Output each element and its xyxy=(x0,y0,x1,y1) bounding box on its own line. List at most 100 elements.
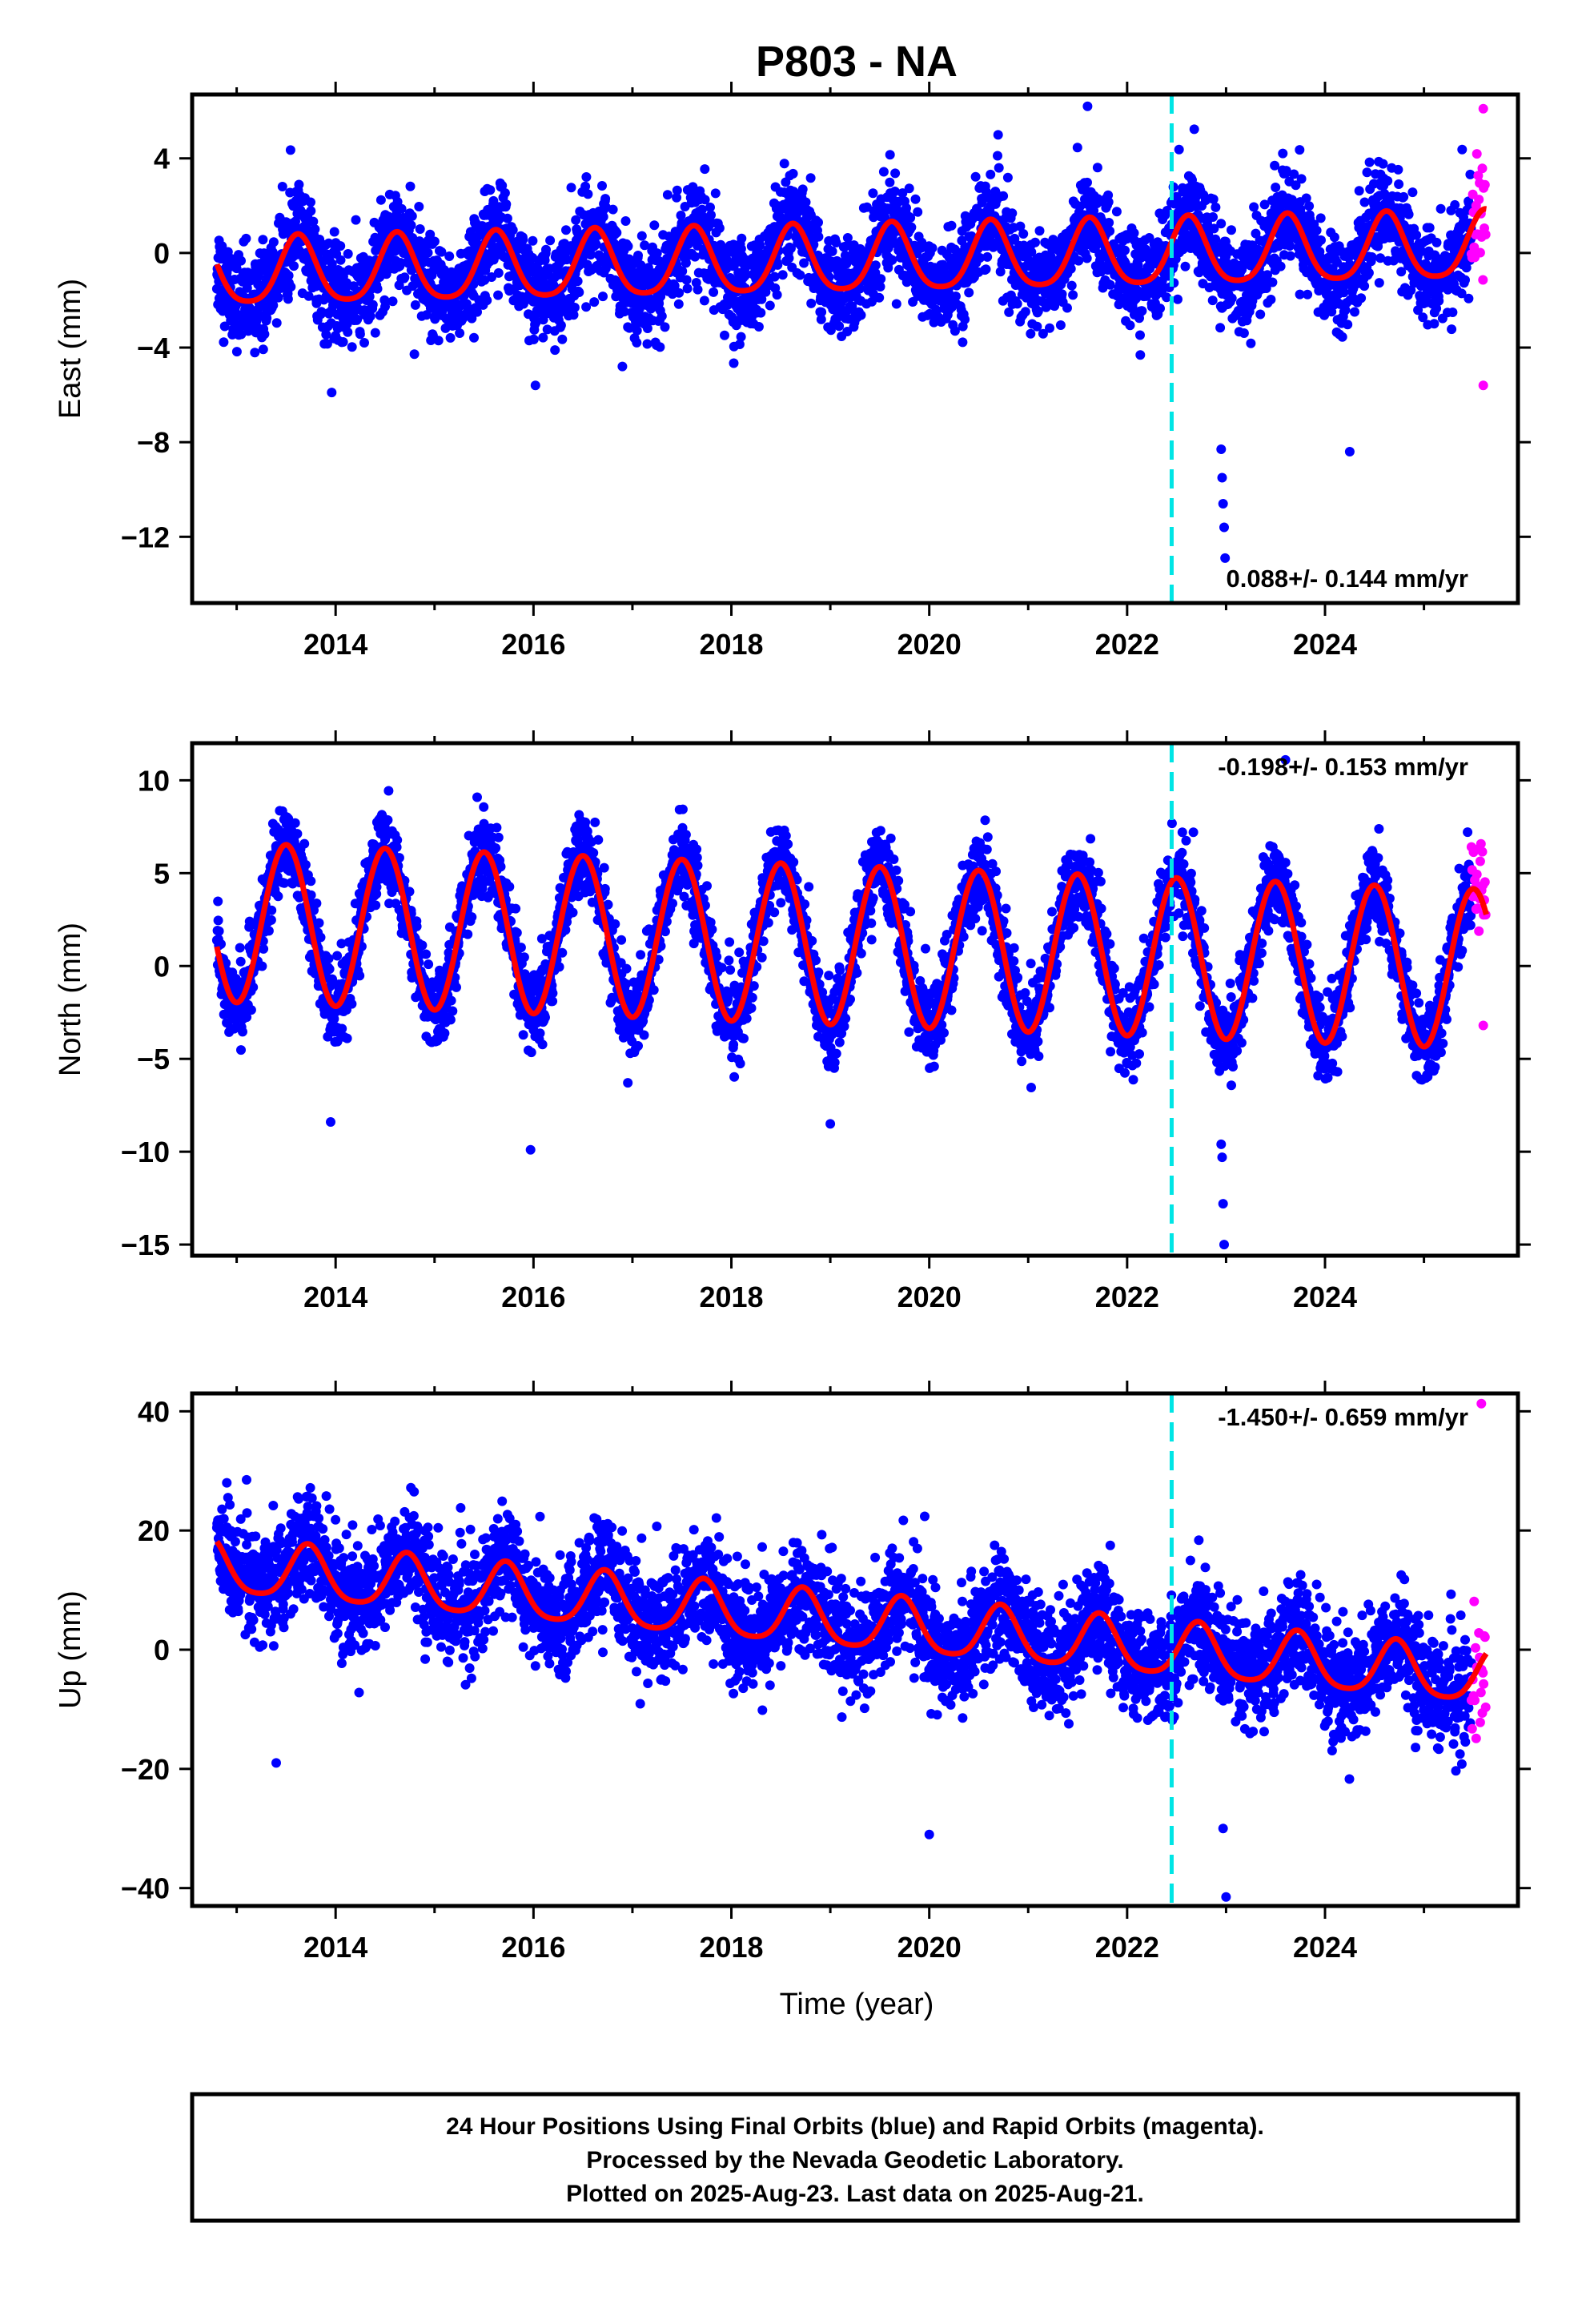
data-point xyxy=(813,217,823,227)
data-point xyxy=(572,276,583,287)
data-point xyxy=(342,281,352,292)
data-point xyxy=(338,337,348,347)
data-point xyxy=(569,303,580,312)
data-point xyxy=(433,336,444,346)
plot-area xyxy=(211,743,1491,1256)
data-point xyxy=(1135,330,1145,340)
data-point xyxy=(396,258,406,268)
outlier-point xyxy=(530,380,540,391)
data-point xyxy=(335,241,346,251)
y-tick-label: 4 xyxy=(154,143,170,175)
data-point xyxy=(1411,230,1422,240)
data-point xyxy=(273,891,283,902)
data-point xyxy=(407,211,417,221)
data-point xyxy=(482,296,492,306)
plot-area xyxy=(211,94,1491,603)
data-point xyxy=(571,215,581,225)
data-point xyxy=(1038,328,1048,339)
data-point xyxy=(566,183,576,193)
data-point xyxy=(772,290,782,300)
data-point xyxy=(1311,225,1322,235)
data-point xyxy=(784,253,794,263)
data-point xyxy=(714,223,725,233)
data-point xyxy=(688,182,698,192)
data-point xyxy=(1026,247,1037,257)
data-point xyxy=(556,320,566,331)
data-point xyxy=(777,270,788,280)
data-point xyxy=(870,260,881,271)
data-point xyxy=(1068,290,1078,300)
data-point xyxy=(332,951,343,961)
data-point xyxy=(1339,287,1349,298)
data-point xyxy=(1105,279,1115,290)
data-point xyxy=(1350,307,1359,317)
data-point xyxy=(598,292,608,302)
data-point xyxy=(681,275,692,285)
data-point xyxy=(1267,277,1278,287)
data-point xyxy=(583,189,593,199)
data-point xyxy=(649,220,660,231)
data-point xyxy=(982,251,993,262)
data-point xyxy=(1032,321,1042,332)
data-point xyxy=(797,184,808,195)
data-point xyxy=(913,207,923,217)
data-point xyxy=(1004,307,1014,317)
data-point xyxy=(415,224,425,234)
data-point xyxy=(643,263,653,273)
data-point xyxy=(1062,303,1072,313)
data-point xyxy=(1303,289,1313,300)
data-point xyxy=(636,231,647,241)
data-point xyxy=(662,190,673,200)
data-point xyxy=(831,238,841,247)
data-point xyxy=(669,280,680,291)
data-point xyxy=(283,271,294,281)
data-point xyxy=(246,1005,256,1015)
data-point xyxy=(753,322,764,332)
data-point xyxy=(697,204,707,215)
rapid-point xyxy=(1480,229,1491,239)
data-point xyxy=(219,337,229,348)
data-point xyxy=(1424,223,1435,233)
data-point xyxy=(1105,226,1115,236)
data-point xyxy=(329,227,339,237)
data-point xyxy=(231,347,242,357)
data-point xyxy=(1227,225,1236,235)
data-point xyxy=(927,243,938,253)
data-point xyxy=(1278,148,1288,159)
data-point xyxy=(292,829,303,839)
data-point xyxy=(347,999,357,1009)
data-point xyxy=(673,299,684,309)
data-point xyxy=(825,325,836,336)
x-tick-label: 2020 xyxy=(897,628,962,661)
data-point xyxy=(1066,263,1076,274)
data-point xyxy=(885,177,895,187)
data-point xyxy=(1337,332,1347,342)
data-point xyxy=(681,258,691,268)
data-point xyxy=(1055,320,1066,330)
data-point xyxy=(290,818,300,828)
data-point xyxy=(359,338,369,348)
rapid-outlier-point xyxy=(1478,380,1488,391)
data-point xyxy=(387,296,398,307)
data-point xyxy=(375,195,386,205)
data-point xyxy=(1072,143,1082,153)
data-point xyxy=(1363,267,1374,278)
data-point xyxy=(303,291,314,301)
data-point xyxy=(306,206,316,216)
data-point xyxy=(259,943,269,954)
data-point xyxy=(347,342,357,352)
data-point xyxy=(950,292,961,301)
data-point xyxy=(235,943,245,953)
data-point xyxy=(1173,294,1182,304)
outlier-point xyxy=(1220,553,1231,563)
data-point xyxy=(1356,293,1367,304)
data-point xyxy=(737,233,747,243)
data-point xyxy=(1104,218,1114,227)
data-point xyxy=(591,239,601,250)
data-point xyxy=(337,1023,347,1034)
data-point xyxy=(995,267,1006,277)
data-point xyxy=(1208,194,1219,204)
data-point xyxy=(1211,202,1221,212)
data-point xyxy=(734,340,745,349)
